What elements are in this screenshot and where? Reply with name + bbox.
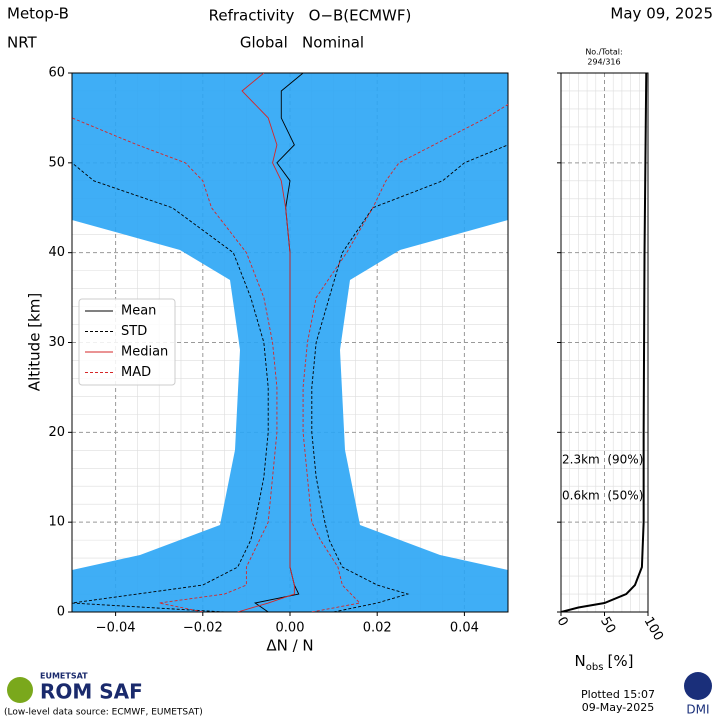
profile-line <box>72 117 278 612</box>
y-label: Altitude [km] <box>26 293 44 391</box>
date: May 09, 2025 <box>610 5 713 23</box>
x-label: Nobs [%] <box>575 652 634 673</box>
plot-frame <box>71 72 509 613</box>
legend-label: STD <box>121 324 147 339</box>
profile-line <box>311 144 508 612</box>
annotation: 2.3km (90%) <box>562 453 643 467</box>
source: (Low-level data source: ECMWF, EUMETSAT) <box>4 708 203 718</box>
mode: NRT <box>7 34 38 52</box>
x-tick-label: 0.02 <box>363 621 392 636</box>
x-label-part: obs <box>586 662 604 673</box>
profile-line <box>302 103 508 612</box>
legend-label: Median <box>121 345 168 360</box>
profile-line <box>237 73 295 612</box>
y-tick-label: 30 <box>48 335 65 350</box>
y-tick-label: 40 <box>48 245 65 260</box>
profile-line <box>72 144 269 612</box>
romsaf-icon <box>7 677 33 703</box>
plot-frame <box>560 72 649 613</box>
dmi-icon <box>684 672 712 700</box>
satellite: Metop-B <box>7 5 69 23</box>
legend-label: Mean <box>121 304 156 319</box>
x-tick-label: −0.04 <box>96 621 136 636</box>
x-label-part: [%] <box>607 652 633 670</box>
x-tick-label: 100 <box>641 615 666 644</box>
agency: EUMETSAT <box>40 672 88 681</box>
x-tick-label: 50 <box>597 615 618 637</box>
x-tick-label: 0.04 <box>450 621 479 636</box>
y-tick-label: 0 <box>57 605 65 620</box>
x-label: ΔN / N <box>266 637 313 655</box>
y-tick-label: 10 <box>48 515 65 530</box>
legend: Mean STD Median MAD <box>78 298 176 386</box>
profile-line <box>561 73 648 612</box>
x-tick-label: −0.02 <box>183 621 223 636</box>
count: 294/316 <box>587 58 620 67</box>
y-tick-label: 50 <box>48 155 65 170</box>
x-tick-label: 0 <box>554 615 571 630</box>
main-lines: Mean STD Median MAD <box>71 72 509 613</box>
title: Refractivity O−B(ECMWF) <box>209 7 412 25</box>
subtitle: Global Nominal <box>240 34 364 52</box>
annotation: 0.6km (50%) <box>562 489 643 503</box>
y-tick-label: 60 <box>48 66 65 81</box>
plot-date: 09-May-2025 <box>582 701 654 714</box>
dmi: DMI <box>686 703 709 717</box>
logo: ROM SAF <box>40 680 143 704</box>
nobs-plot: 0 50 100 No./Total:294/316 2.3km (90%) 0.6km … <box>554 48 666 673</box>
x-tick-label: 0.00 <box>276 621 305 636</box>
legend-box <box>78 298 176 386</box>
legend-label: MAD <box>121 365 151 380</box>
plotted: Plotted 15:07 <box>581 688 655 701</box>
count-label: No./Total: <box>585 48 622 57</box>
y-tick-label: 20 <box>48 425 65 440</box>
x-label-part: N <box>575 652 586 670</box>
